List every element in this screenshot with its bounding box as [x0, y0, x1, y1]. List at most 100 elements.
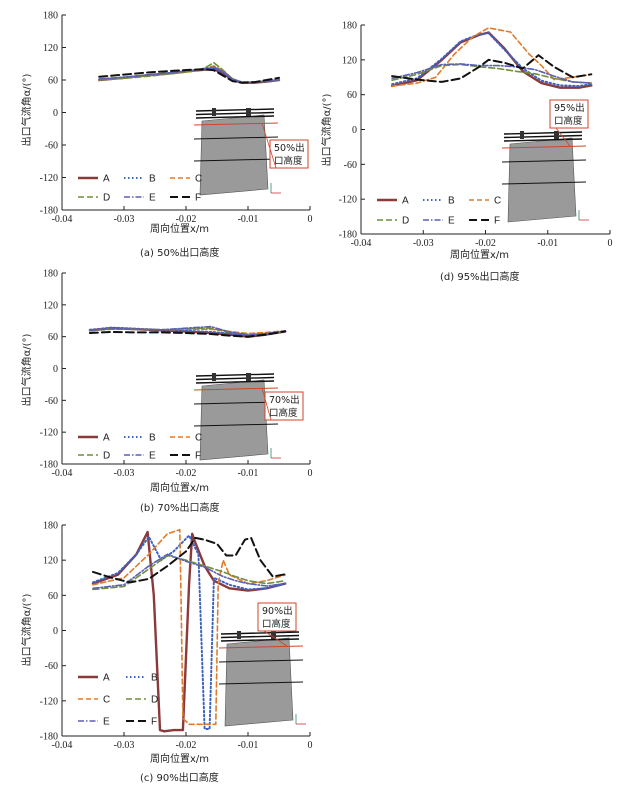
series-line-E [391, 63, 593, 84]
span-line [193, 158, 279, 162]
series-line-F [98, 68, 280, 84]
series-line-E [92, 553, 286, 590]
height-annotation-line2: 口高度 [269, 407, 298, 419]
y-tick-label: -180 [339, 230, 357, 241]
legend-label-F: F [195, 451, 201, 462]
series-line-D [98, 61, 280, 83]
y-tick-label: -60 [344, 160, 357, 171]
x-tick-label: -0.04 [351, 238, 372, 249]
y-tick-label: -60 [45, 661, 58, 672]
height-marker-line [193, 122, 279, 126]
height-marker-line [501, 145, 587, 149]
x-axis-label: 周向位置x/m [150, 752, 209, 765]
series-line-D [92, 554, 286, 591]
annotation-leader [261, 387, 272, 421]
chart-c: 180 120 60 0 -60 -120 -180-0.04 -0.03 -0.02 -0.01… [20, 521, 313, 785]
shroud-line [195, 380, 275, 384]
shroud-line [195, 373, 275, 377]
legend-label-D: D [402, 216, 409, 227]
legend-label-A: A [103, 673, 110, 684]
blade-shape [199, 379, 269, 461]
series-line-E [89, 325, 286, 336]
shroud-line [220, 634, 300, 639]
x-tick-label: 0 [308, 468, 313, 479]
y-tick-label: -120 [40, 428, 58, 439]
series-line-F [88, 330, 287, 338]
y-tick-label: 0 [352, 125, 357, 136]
legend-label-B: B [151, 673, 158, 684]
x-tick-label: 0 [308, 740, 313, 751]
height-annotation-line1: 90%出 [262, 605, 293, 617]
annotation-leader [261, 122, 277, 169]
y-axis-label: 出口气流角α/(°) [20, 594, 33, 667]
legend-label-C: C [103, 695, 110, 706]
tip-feature [246, 373, 251, 381]
y-tick-label: 120 [342, 55, 357, 66]
tip-feature [212, 108, 216, 116]
legend-label-E: E [103, 717, 110, 728]
y-tick-label: -180 [40, 460, 58, 471]
blade-inset [193, 373, 281, 461]
legend-label-F: F [494, 216, 500, 227]
y-tick-label: -60 [45, 396, 58, 407]
chart-b: 180 120 60 0 -60 -120 -180-0.04 -0.03 -0.02 -0.01… [20, 269, 313, 515]
y-tick-label: -120 [40, 696, 58, 707]
legend-label-B: B [149, 433, 156, 444]
y-tick-label: -60 [45, 141, 58, 152]
shroud-line [195, 376, 275, 381]
x-tick-label: -0.03 [114, 214, 135, 225]
x-tick-label: -0.02 [475, 238, 496, 249]
x-tick-label: -0.01 [537, 238, 558, 249]
annotation-leader [555, 127, 571, 147]
legend-label-F: F [195, 193, 201, 204]
span-line [218, 681, 304, 685]
series-line-A [91, 530, 287, 733]
y-tick-label: 60 [48, 591, 58, 602]
chart-a: 180 120 60 0 -60 -120 -180-0.04 -0.03 -0.02 -0.01… [20, 11, 313, 260]
blade-shape [507, 137, 577, 223]
x-tick-label: -0.02 [176, 468, 197, 479]
y-tick-label: 60 [48, 332, 58, 343]
y-tick-label: 120 [43, 556, 58, 567]
y-tick-label: 120 [43, 43, 58, 54]
blade-inset [193, 108, 281, 196]
series-line-F [391, 54, 593, 83]
x-tick-label: -0.04 [52, 468, 73, 479]
legend-label-E: E [448, 216, 455, 227]
x-axis-label: 周向位置x/m [450, 248, 509, 261]
y-tick-label: 0 [53, 626, 58, 637]
x-tick-label: -0.01 [238, 214, 259, 225]
height-annotation-line1: 95%出 [554, 102, 585, 114]
y-axis-label: 出口气流角α/(°) [320, 94, 333, 167]
shroud-line [195, 115, 275, 119]
x-tick-label: -0.04 [52, 740, 73, 751]
y-axis-label: 出口气流角α/(°) [20, 334, 33, 407]
shroud-line [503, 131, 583, 135]
x-tick-label: -0.01 [238, 740, 259, 751]
legend-label-A: A [103, 433, 110, 444]
blade-shape [199, 114, 269, 196]
blade-inset [501, 131, 589, 223]
y-tick-label: -120 [339, 195, 357, 206]
chart-caption: (a) 50%出口高度 [140, 246, 219, 259]
y-tick-label: 180 [342, 21, 357, 32]
x-tick-label: -0.03 [114, 740, 135, 751]
legend-label-F: F [151, 717, 157, 728]
legend-label-E: E [149, 451, 156, 462]
y-tick-label: 180 [43, 521, 58, 532]
legend-label-B: B [448, 196, 455, 207]
tip-feature [554, 131, 559, 139]
blade-inset [218, 631, 306, 727]
legend-label-A: A [402, 196, 409, 207]
legend-label-C: C [195, 433, 202, 444]
height-annotation-box [264, 391, 304, 421]
shroud-line [220, 638, 300, 642]
x-axis-label: 周向位置x/m [150, 481, 209, 494]
shroud-line [220, 631, 300, 635]
series-line-D [391, 63, 593, 84]
y-tick-label: 120 [43, 300, 58, 311]
span-line [501, 181, 587, 185]
series-line-B [391, 32, 593, 87]
height-annotation-line1: 70%出 [269, 394, 300, 406]
shroud-line [503, 134, 583, 139]
